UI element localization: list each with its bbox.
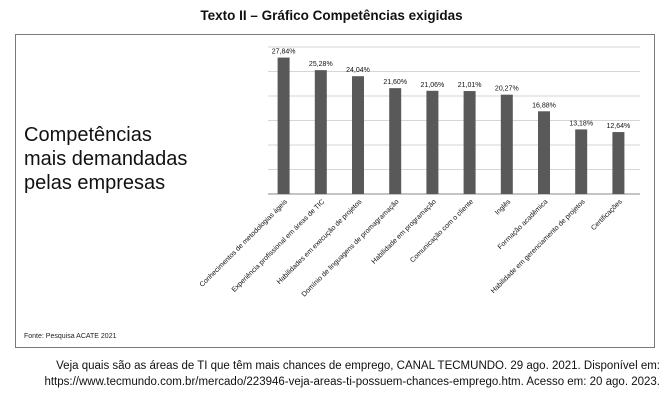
data-label: 21,06% xyxy=(421,82,445,89)
caption-line-2: https://www.tecmundo.com.br/mercado/2239… xyxy=(44,376,660,388)
bar xyxy=(277,57,290,194)
bar xyxy=(314,70,327,194)
bar xyxy=(612,132,625,194)
data-label: 25,28% xyxy=(309,61,333,68)
data-label: 20,27% xyxy=(495,86,519,93)
bar xyxy=(389,88,402,194)
headline-line-3: pelas empresas xyxy=(24,172,166,194)
caption-line-1: Veja quais são as áreas de TI que têm ma… xyxy=(56,360,660,372)
headline: Competências mais demandadas pelas empre… xyxy=(24,123,187,195)
bar xyxy=(575,129,588,194)
bar xyxy=(352,76,364,194)
data-label: 27,84% xyxy=(272,49,296,56)
bar xyxy=(426,90,439,194)
category-label: Habilidade em programação xyxy=(371,198,438,265)
headline-line-1: Competências xyxy=(24,124,152,146)
category-label: Certificações xyxy=(590,198,624,232)
data-label: 24,04% xyxy=(346,67,370,74)
data-label: 12,64% xyxy=(607,123,631,130)
bar xyxy=(538,111,550,194)
source-note: Fonte: Pesquisa ACATE 2021 xyxy=(24,333,117,340)
category-label: Inglês xyxy=(494,198,513,217)
category-label: Habilidades em execução de projetos xyxy=(276,198,364,286)
chart-title: Texto II – Gráfico Competências exigidas xyxy=(200,8,463,23)
category-label: Comunicação com o cliente xyxy=(409,198,475,264)
data-label: 13,18% xyxy=(569,120,593,127)
data-label: 16,88% xyxy=(532,102,556,109)
caption: Veja quais são as áreas de TI que têm ma… xyxy=(0,358,660,390)
data-label: 21,01% xyxy=(458,82,482,89)
data-label: 21,60% xyxy=(383,79,407,86)
headline-line-2: mais demandadas xyxy=(24,148,188,170)
bar xyxy=(463,91,476,194)
bar xyxy=(500,94,513,194)
